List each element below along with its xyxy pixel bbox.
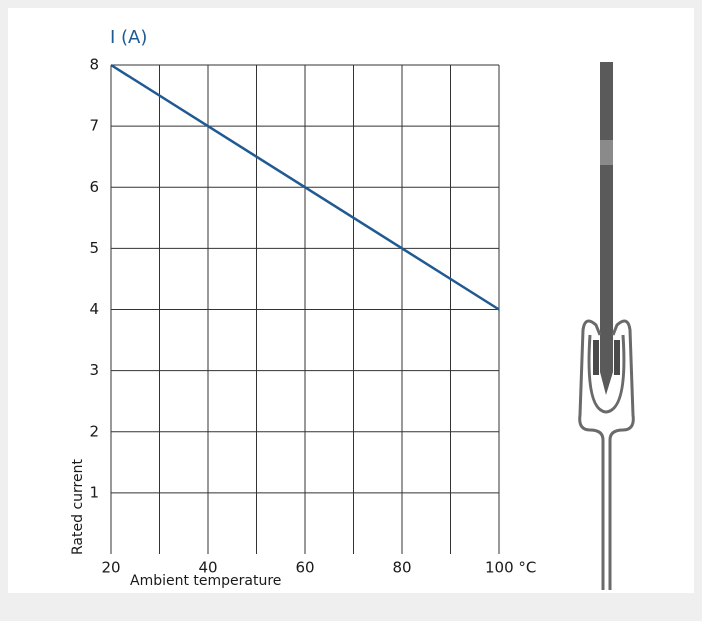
y-tick-label: 7 [89, 117, 99, 135]
x-tick-label: 40 [198, 559, 217, 577]
y-axis-label: Rated current [70, 459, 86, 555]
x-tick-label: 60 [295, 559, 314, 577]
x-tick-label: 80 [392, 559, 411, 577]
y-tick-label: 6 [89, 178, 99, 196]
y-tick-label: 5 [89, 239, 99, 257]
y-axis-title: I (A) [110, 27, 147, 48]
y-tick-label: 8 [89, 56, 99, 74]
y-tick-label: 3 [89, 361, 99, 379]
x-tick-label: 100 °C [485, 559, 536, 577]
data-line [110, 63, 500, 311]
x-tick-label: 20 [101, 559, 120, 577]
x-axis-label: Ambient temperature [130, 573, 281, 589]
y-tick-label: 2 [89, 422, 99, 440]
y-tick-label: 1 [89, 483, 99, 501]
panel [8, 8, 694, 593]
fuse-illustration [578, 62, 635, 590]
y-tick-label: 4 [89, 300, 99, 318]
